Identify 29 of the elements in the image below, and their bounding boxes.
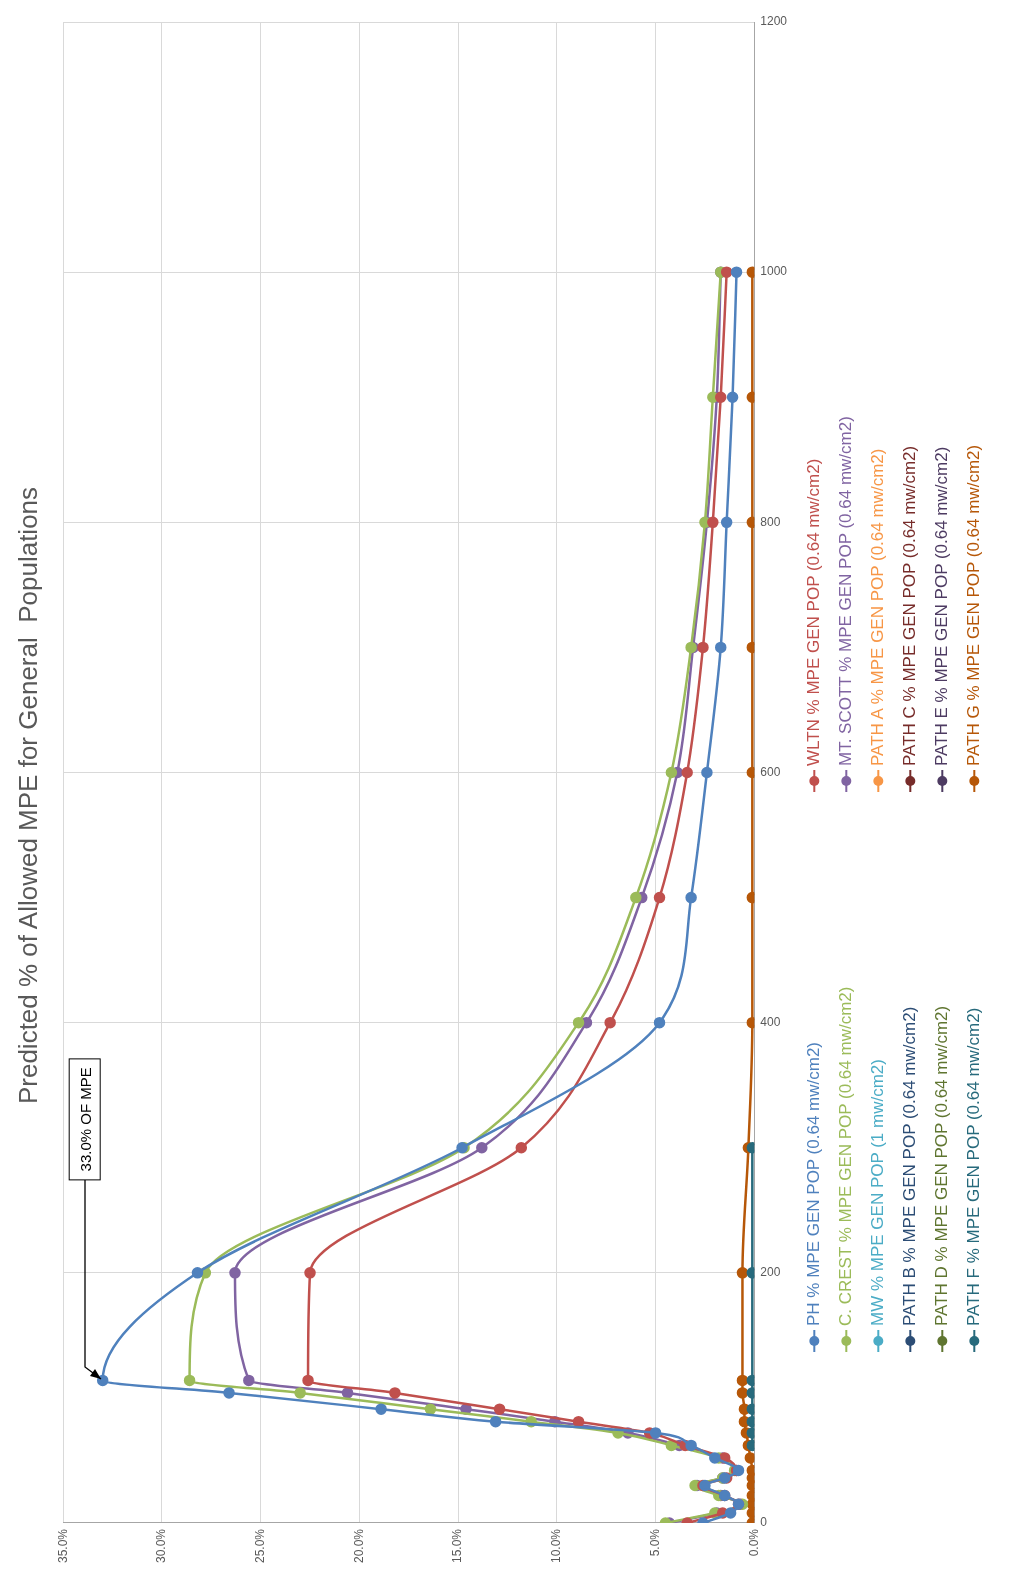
text: Predicted % of Allowed MPE for General Populations	[12, 486, 43, 1105]
y-tick-label: 800	[760, 514, 781, 529]
text: PATH G % MPE GEN POP (0.64 mw/cm2)	[964, 444, 985, 766]
text: PATH F % MPE GEN POP (0.64 mw/cm2)	[964, 1007, 985, 1326]
legend-label: PATH E % MPE GEN POP (0.64 mw/cm2)	[932, 446, 953, 766]
text: C. CREST % MPE GEN POP (0.64 mw/cm2)	[836, 986, 857, 1326]
legend-label: PATH C % MPE GEN POP (0.64 mw/cm2)	[900, 445, 921, 766]
x-tick-label: 10.0%	[549, 1528, 564, 1564]
x-tick-label: 35.0%	[55, 1528, 70, 1564]
legend-label: PATH A % MPE GEN POP (0.64 mw/cm2)	[868, 448, 889, 766]
y-tick-label: 400	[760, 1014, 781, 1029]
legend-label: PATH B % MPE GEN POP (0.64 mw/cm2)	[900, 1006, 921, 1326]
legend-label: MW % MPE GEN POP (1 mw/cm2)	[868, 1059, 889, 1326]
x-tick-label: 0.0%	[746, 1528, 761, 1557]
x-tick-label: 30.0%	[154, 1528, 169, 1564]
text: WLTN % MPE GEN POP (0.64 mw/cm2)	[804, 458, 825, 766]
x-tick-label: 15.0%	[450, 1528, 465, 1564]
legend-label: PATH D % MPE GEN POP (0.64 mw/cm2)	[932, 1005, 953, 1326]
text: PH % MPE GEN POP (0.64 mw/cm2)	[804, 1041, 825, 1326]
text: MT. SCOTT % MPE GEN POP (0.64 mw/cm2)	[836, 416, 857, 766]
y-tick-label: 0	[760, 1515, 768, 1530]
y-tick-label: 1200	[760, 14, 788, 29]
x-tick-label: 20.0%	[351, 1528, 366, 1564]
y-tick-label: 1000	[760, 264, 788, 279]
y-tick-label: 600	[760, 764, 781, 779]
x-tick-label: 25.0%	[252, 1528, 267, 1564]
y-tick-label: 200	[760, 1265, 781, 1280]
annotation: 33.0% OF MPE	[68, 1058, 101, 1181]
x-tick-label: 5.0%	[647, 1528, 662, 1557]
